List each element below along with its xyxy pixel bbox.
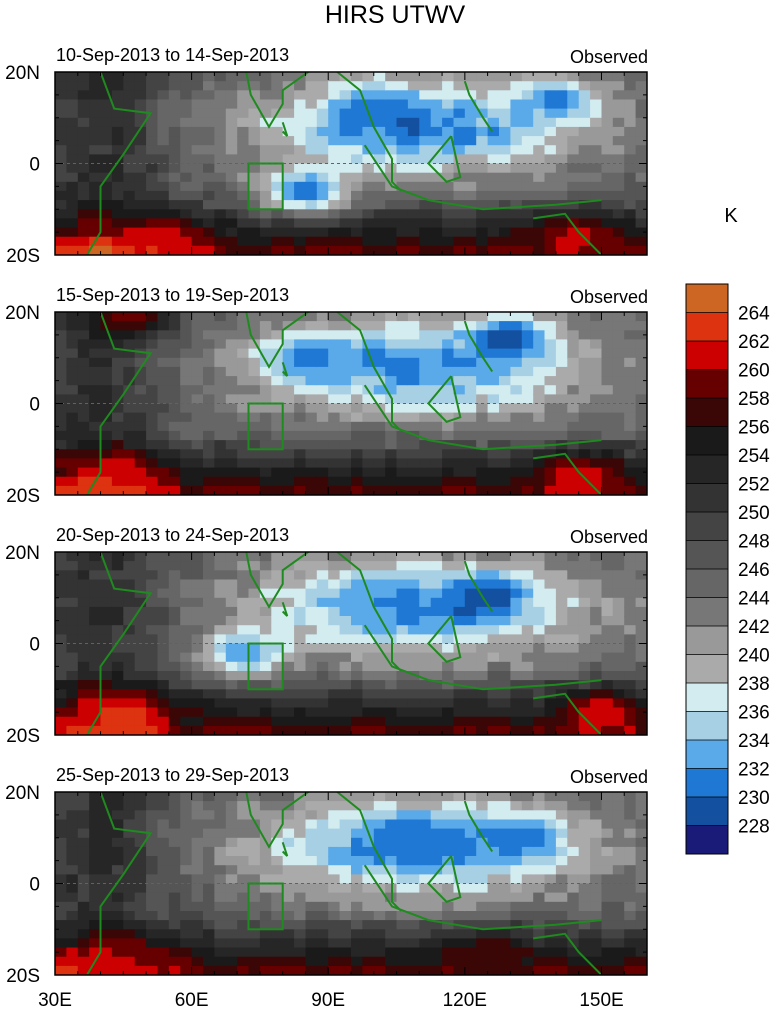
panel-4: 20N 0 20S 25-Sep-2013 to 29-Sep-2013 Observe… <box>5 765 648 987</box>
utwv-field <box>55 72 647 255</box>
y-tick-label: 20S <box>6 246 40 267</box>
colorbar-level-label: 244 <box>738 589 770 610</box>
colorbar-swatch <box>686 455 728 484</box>
colorbar-swatch <box>686 711 728 741</box>
colorbar-level-label: 228 <box>738 817 770 838</box>
colorbar-level-label: 240 <box>738 646 770 667</box>
colorbar-swatch <box>686 569 728 598</box>
colorbar-level-label: 264 <box>738 304 770 325</box>
colorbar-swatch <box>686 626 728 655</box>
x-axis: 30E 60E 90E 120E 150E <box>38 990 624 1011</box>
colorbar-swatch <box>686 797 728 826</box>
colorbar-level-label: 256 <box>738 418 770 439</box>
colorbar-swatch <box>686 312 728 342</box>
panel-period: 10-Sep-2013 to 14-Sep-2013 <box>56 45 289 65</box>
colorbar-level-label: 260 <box>738 361 770 382</box>
y-tick-label: 0 <box>29 155 40 176</box>
x-tick-label: 30E <box>38 990 72 1011</box>
colorbar-level-label: 252 <box>738 475 770 496</box>
y-tick-label: 20N <box>5 63 40 84</box>
colorbar-unit-label: K <box>724 205 738 227</box>
colorbar-swatch <box>686 683 728 712</box>
coastlines <box>86 312 603 495</box>
utwv-field <box>55 312 647 495</box>
colorbar-swatch <box>686 369 728 399</box>
colorbar-swatch <box>686 341 728 370</box>
colorbar-level-label: 242 <box>738 617 770 638</box>
y-tick-label: 20S <box>6 486 40 507</box>
panel-period: 20-Sep-2013 to 24-Sep-2013 <box>56 525 289 545</box>
panel-label: Observed <box>570 767 648 787</box>
coastlines <box>86 552 603 735</box>
x-tick-label: 90E <box>311 990 345 1011</box>
panel-period: 15-Sep-2013 to 19-Sep-2013 <box>56 285 289 305</box>
colorbar-level-label: 232 <box>738 760 770 781</box>
y-tick-label: 0 <box>29 395 40 416</box>
y-tick-label: 0 <box>29 875 40 896</box>
figure-title: HIRS UTWV <box>325 1 466 29</box>
colorbar-swatch <box>686 768 728 798</box>
x-tick-label: 60E <box>175 990 209 1011</box>
panel-label: Observed <box>570 287 648 307</box>
panel-2: 20N 0 20S 15-Sep-2013 to 19-Sep-2013 Observe… <box>5 285 648 507</box>
panel-label: Observed <box>570 47 648 67</box>
map-panels: 20N 0 20S 10-Sep-2013 to 14-Sep-2013 Observe… <box>5 45 648 987</box>
panel-3: 20N 0 20S 20-Sep-2013 to 24-Sep-2013 Observe… <box>5 525 648 747</box>
colorbar-level-label: 258 <box>738 389 770 410</box>
utwv-field <box>55 792 647 975</box>
colorbar-level-label: 248 <box>738 532 770 553</box>
colorbar-level-label: 250 <box>738 503 770 524</box>
colorbar-level-label: 254 <box>738 446 770 467</box>
colorbar-level-label: 236 <box>738 703 770 724</box>
y-tick-label: 0 <box>29 635 40 656</box>
y-tick-label: 20N <box>5 303 40 324</box>
colorbar-level-label: 234 <box>738 731 770 752</box>
colorbar-swatch <box>686 825 728 855</box>
colorbar-swatch <box>686 654 728 684</box>
colorbar-level-label: 262 <box>738 332 770 353</box>
colorbar-swatch <box>686 540 728 570</box>
x-tick-label: 150E <box>579 990 623 1011</box>
colorbar-swatch <box>686 597 728 627</box>
colorbar-swatch <box>686 284 728 313</box>
colorbar-level-label: 238 <box>738 674 770 695</box>
x-tick-label: 120E <box>443 990 487 1011</box>
panel-label: Observed <box>570 527 648 547</box>
y-tick-label: 20N <box>5 543 40 564</box>
y-tick-label: 20S <box>6 966 40 987</box>
panel-1: 20N 0 20S 10-Sep-2013 to 14-Sep-2013 Observe… <box>5 45 648 267</box>
panel-period: 25-Sep-2013 to 29-Sep-2013 <box>56 765 289 785</box>
colorbar-swatch <box>686 512 728 541</box>
colorbar-swatch <box>686 483 728 513</box>
colorbar-swatch <box>686 426 728 456</box>
colorbar-level-label: 246 <box>738 560 770 581</box>
colorbar-level-label: 230 <box>738 788 770 809</box>
y-tick-label: 20N <box>5 783 40 804</box>
colorbar-swatch <box>686 740 728 769</box>
coastlines <box>86 792 603 975</box>
colorbar-swatch <box>686 398 728 427</box>
coastlines <box>86 72 603 255</box>
utwv-field <box>55 552 647 735</box>
y-tick-label: 20S <box>6 726 40 747</box>
colorbar: 264 262 260 258 256 254 252 250 248 246 244 242 240 2… <box>685 283 770 855</box>
